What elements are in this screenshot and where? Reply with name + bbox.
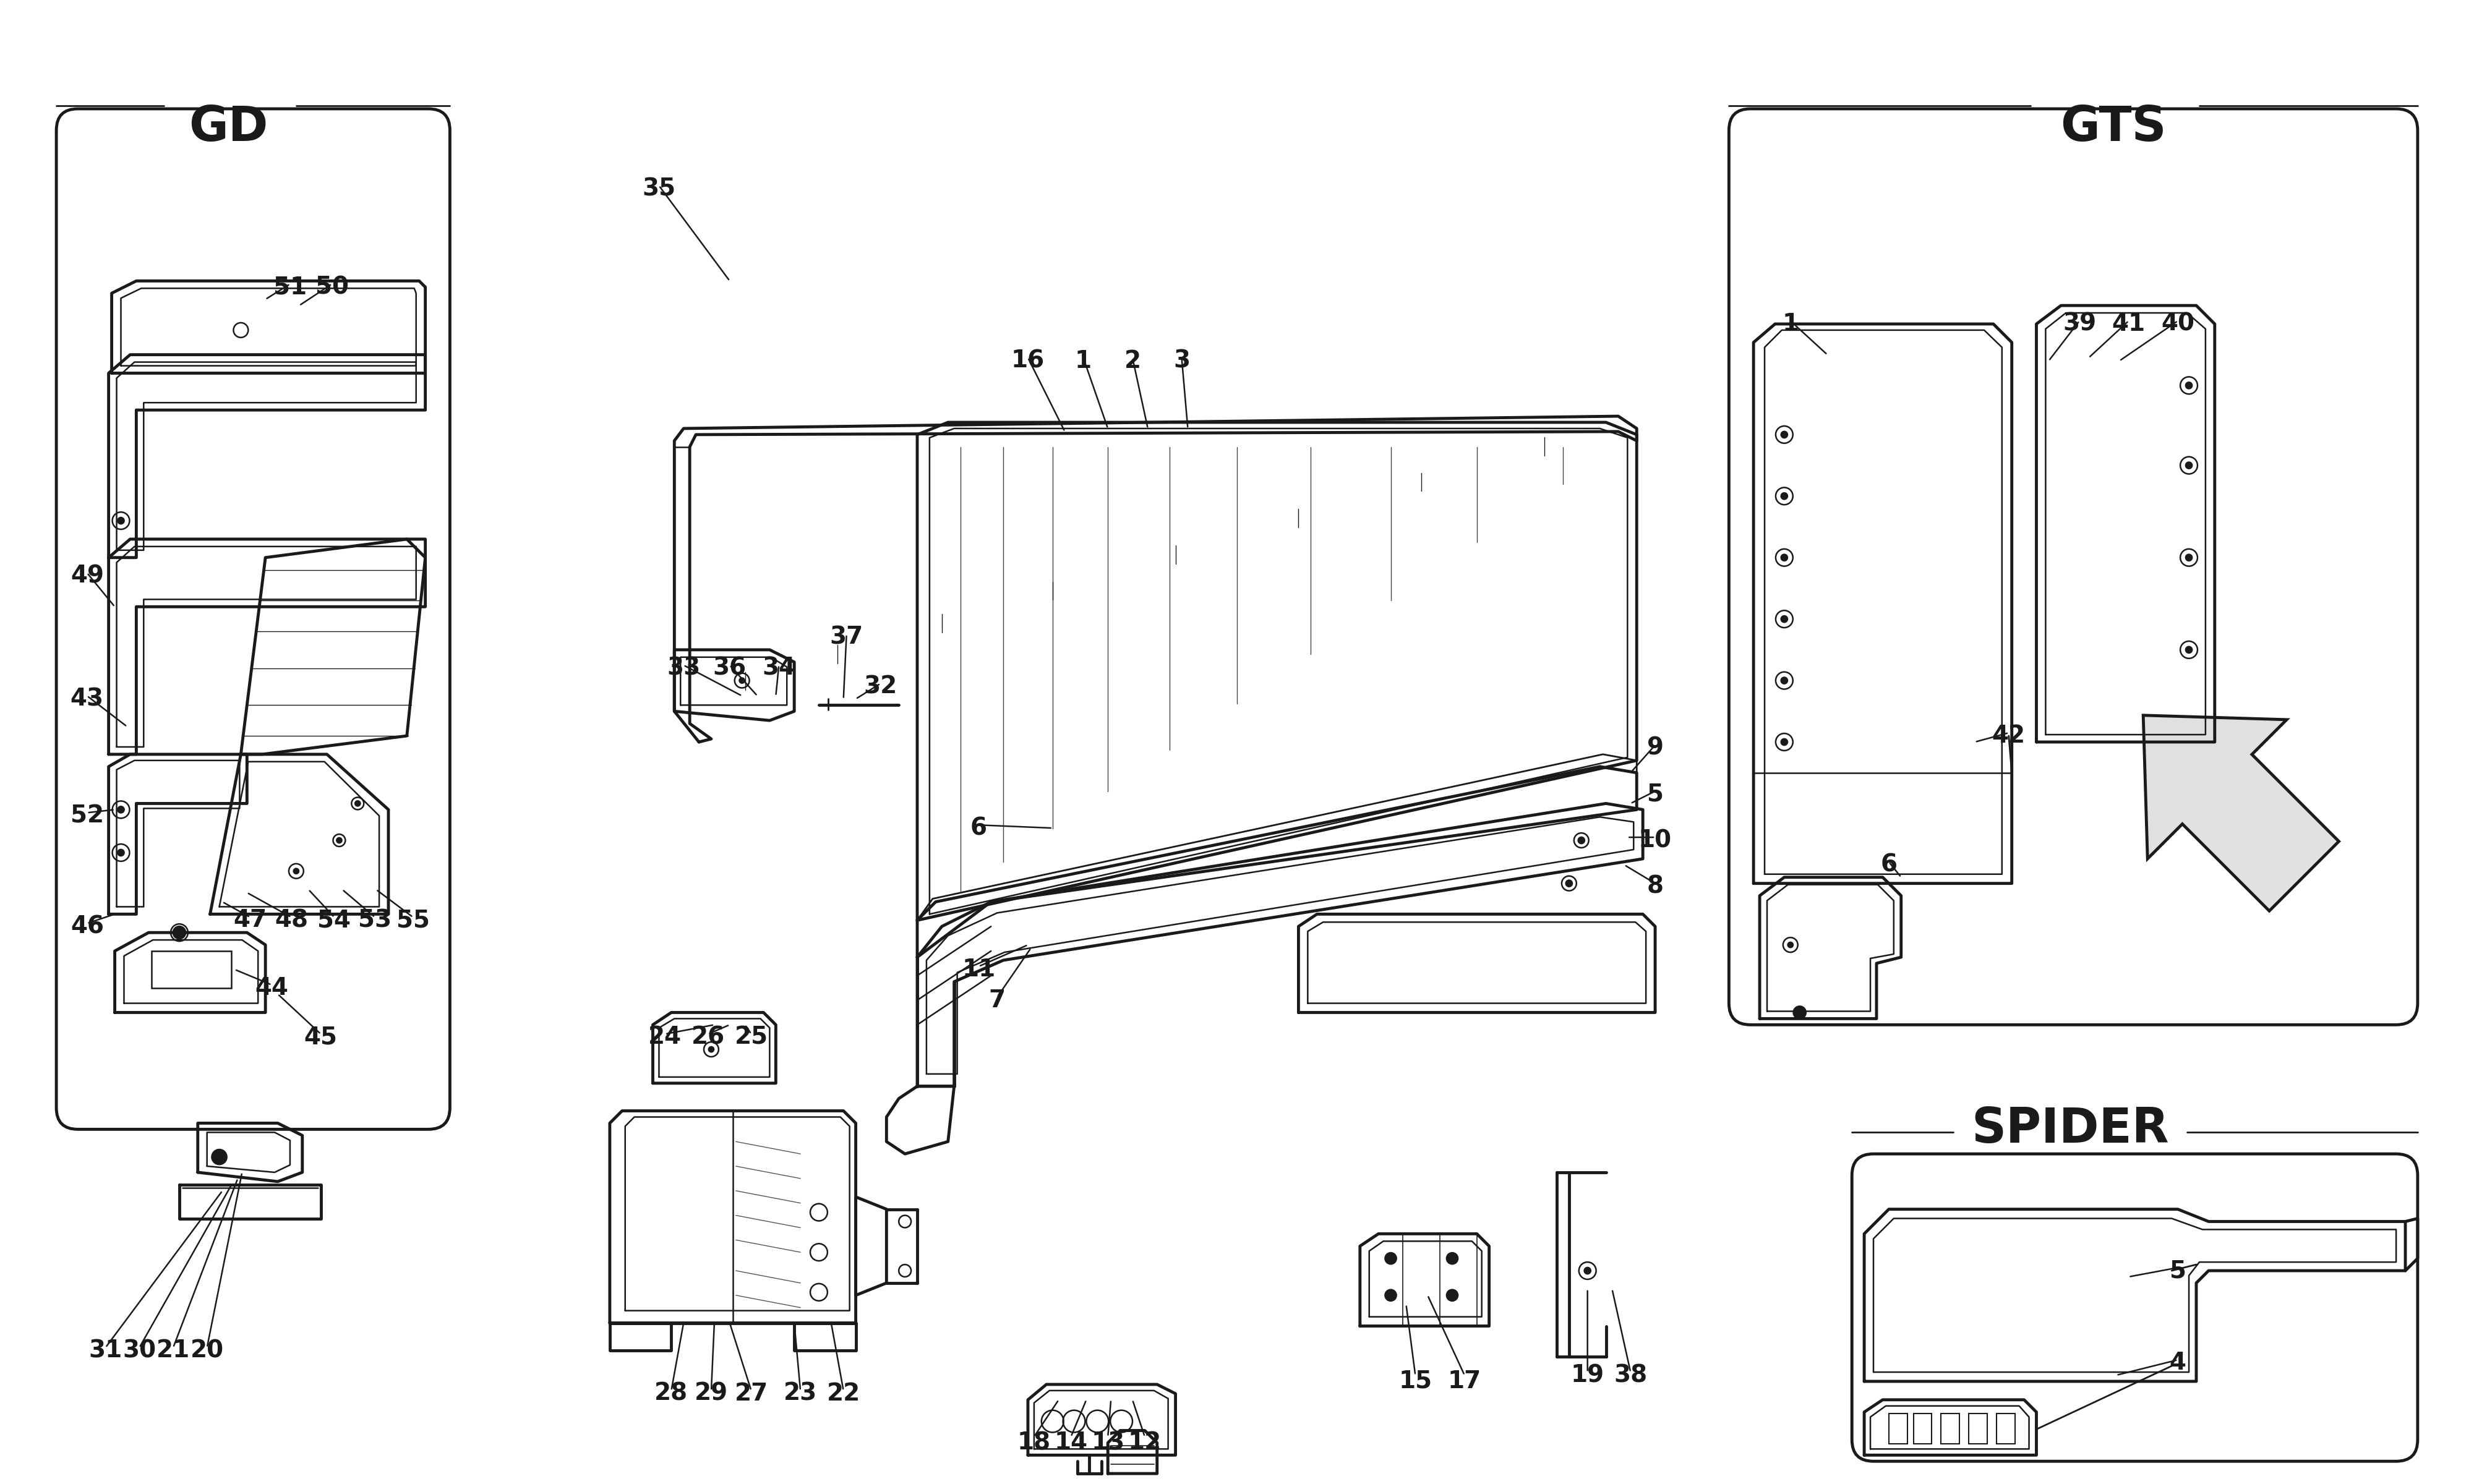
Circle shape [173,926,186,939]
Text: SPIDER: SPIDER [1972,1106,2170,1153]
Circle shape [119,518,124,524]
Circle shape [336,838,341,843]
Bar [1888,1413,1907,1444]
Circle shape [1781,555,1786,561]
Text: 48: 48 [275,908,307,932]
Text: 52: 52 [69,804,104,828]
Text: 39: 39 [2063,312,2095,335]
Circle shape [1781,493,1786,499]
Circle shape [119,806,124,813]
Circle shape [1781,432,1786,438]
Circle shape [1578,837,1583,843]
Circle shape [2187,463,2192,469]
Text: 49: 49 [69,564,104,588]
Text: 31: 31 [89,1339,121,1362]
Text: 53: 53 [359,908,391,932]
Circle shape [1447,1290,1457,1301]
Circle shape [1385,1290,1395,1301]
Text: 21: 21 [156,1339,190,1362]
Text: 18: 18 [1017,1431,1051,1454]
Circle shape [2187,647,2192,653]
Circle shape [1447,1252,1457,1264]
Text: 28: 28 [656,1382,688,1405]
Bar [151,951,233,988]
Text: 11: 11 [962,957,995,981]
Text: 5: 5 [1648,782,1663,806]
Text: 35: 35 [643,177,675,200]
Text: 46: 46 [69,914,104,938]
Text: 40: 40 [2162,312,2194,335]
Text: 32: 32 [863,675,898,699]
Text: 8: 8 [1648,874,1663,898]
Circle shape [740,678,745,683]
Text: 14: 14 [1054,1431,1089,1454]
Text: 17: 17 [1447,1370,1482,1393]
Bar [1942,1413,1959,1444]
Text: 38: 38 [1613,1364,1648,1388]
Text: 13: 13 [1091,1431,1126,1454]
Text: 4: 4 [2170,1350,2187,1374]
Text: 10: 10 [1638,828,1672,852]
Bar [1969,1413,1987,1444]
Text: 45: 45 [304,1025,336,1049]
Text: 26: 26 [690,1025,725,1049]
Circle shape [2187,555,2192,561]
Text: GD: GD [188,104,267,151]
Text: 12: 12 [1128,1431,1160,1454]
Circle shape [1566,880,1571,886]
Text: 24: 24 [648,1025,683,1049]
Text: 27: 27 [735,1382,767,1405]
Text: 2: 2 [1123,349,1141,372]
Text: GTS: GTS [2061,104,2167,151]
Circle shape [1781,739,1786,745]
Bar [1912,1413,1932,1444]
Text: 23: 23 [784,1382,816,1405]
Text: 51: 51 [272,276,307,298]
Text: 6: 6 [970,816,987,840]
Text: 7: 7 [990,988,1004,1012]
Text: 15: 15 [1398,1370,1432,1393]
Circle shape [1781,616,1786,622]
Circle shape [1583,1267,1591,1273]
Circle shape [294,868,299,874]
Text: 33: 33 [668,656,700,680]
Bar [1997,1413,2014,1444]
Circle shape [2187,383,2192,389]
Text: 6: 6 [1880,853,1898,877]
Circle shape [1385,1252,1395,1264]
Text: 36: 36 [713,656,747,680]
Circle shape [1781,678,1786,684]
Text: 30: 30 [124,1339,156,1362]
Text: 43: 43 [69,687,104,711]
Circle shape [708,1046,713,1052]
Polygon shape [2142,715,2338,911]
Text: 54: 54 [317,908,351,932]
Text: 20: 20 [190,1339,223,1362]
Text: 55: 55 [396,908,430,932]
Text: 1: 1 [1781,312,1799,335]
Circle shape [1789,942,1794,947]
Text: 41: 41 [2113,312,2145,335]
Text: 47: 47 [233,908,267,932]
Text: 44: 44 [255,976,289,1000]
Text: 34: 34 [762,656,797,680]
Circle shape [356,801,361,806]
Text: 37: 37 [829,626,863,649]
Text: 29: 29 [695,1382,727,1405]
Text: 3: 3 [1173,349,1190,372]
Text: 42: 42 [1992,724,2026,748]
Circle shape [119,849,124,856]
Circle shape [1794,1006,1806,1018]
Text: 16: 16 [1012,349,1044,372]
Text: 9: 9 [1648,736,1663,760]
Text: 5: 5 [2170,1258,2187,1282]
Text: 19: 19 [1571,1364,1603,1388]
Text: 50: 50 [314,276,349,298]
Text: 22: 22 [826,1382,861,1405]
Circle shape [213,1150,228,1165]
Text: 25: 25 [735,1025,767,1049]
Text: 1: 1 [1074,349,1091,372]
